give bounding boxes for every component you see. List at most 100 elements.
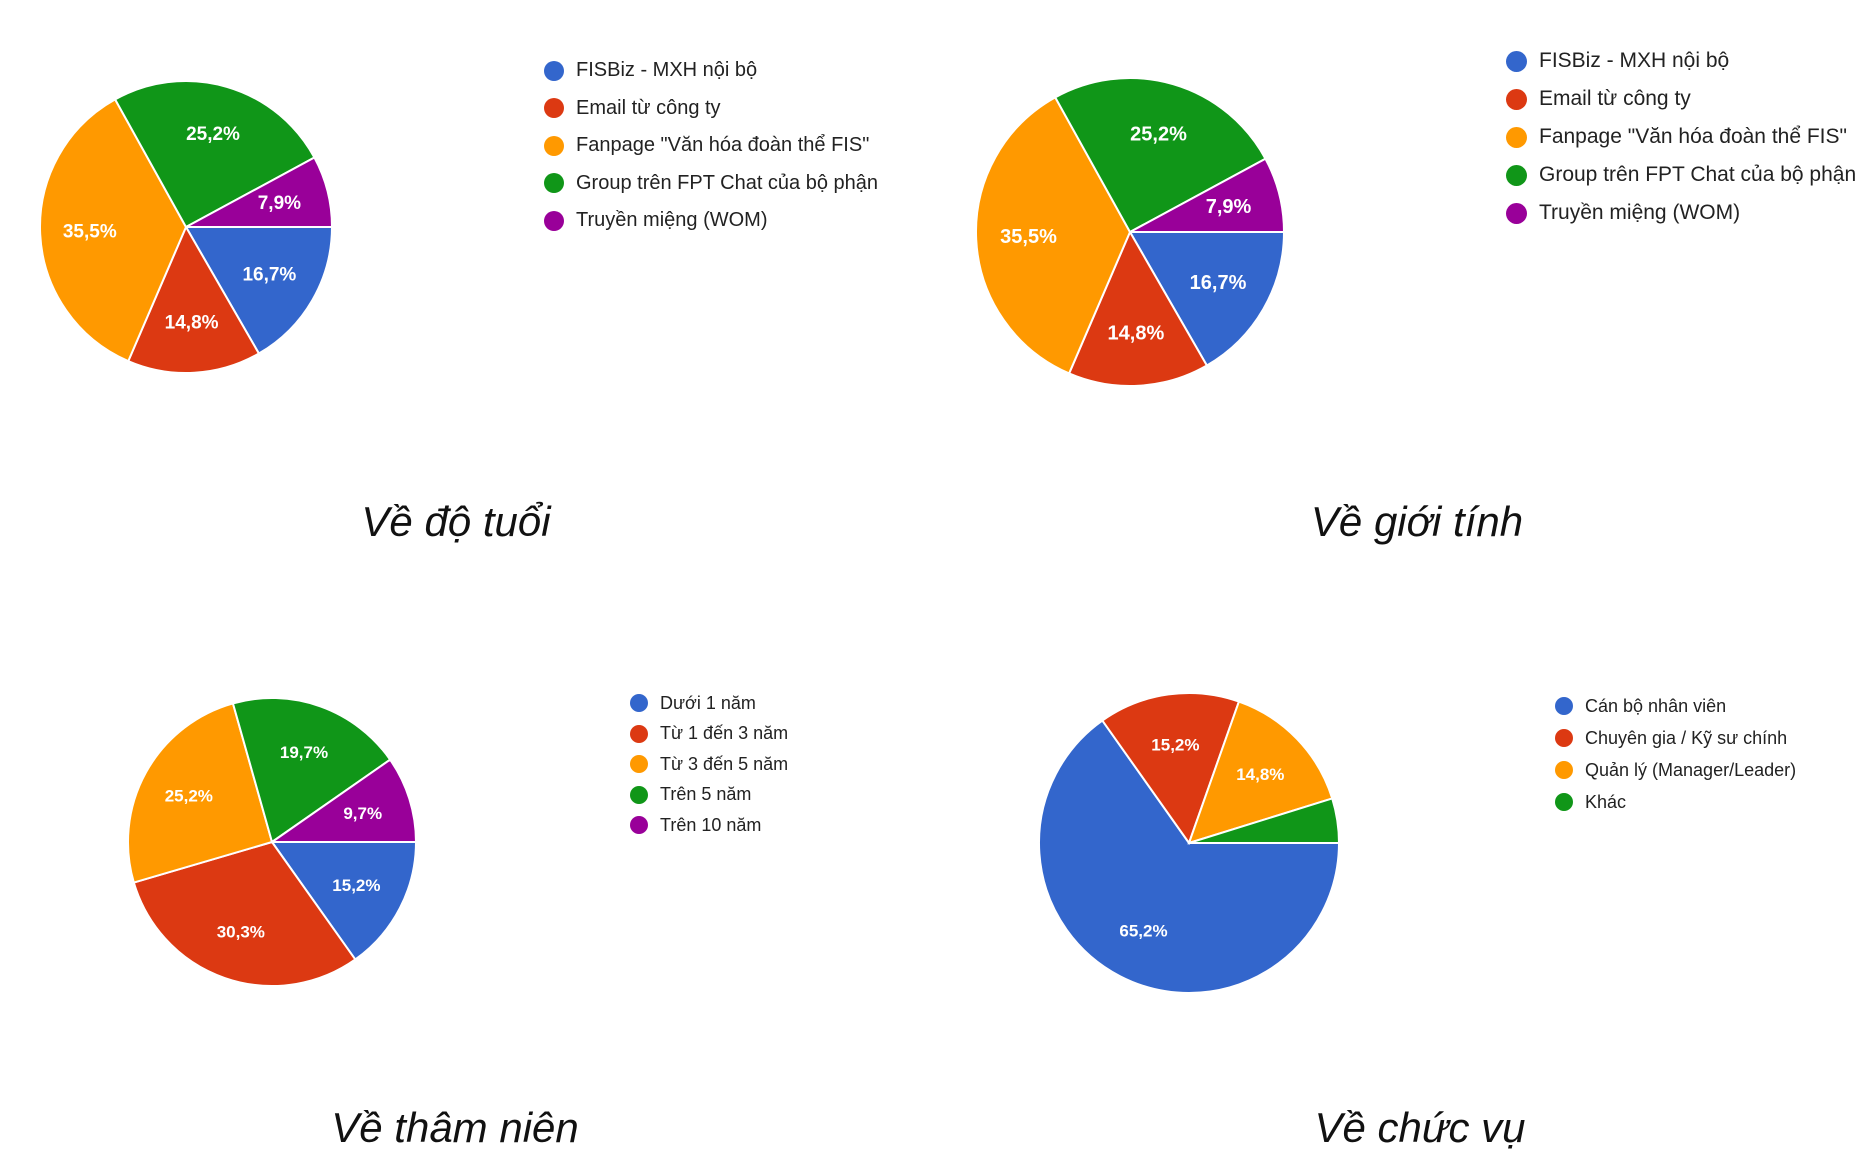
legend-label: Từ 1 đến 3 năm [660,723,789,744]
legend-label: Khác [1585,791,1627,812]
pie-slice-seniority-3 [127,702,274,884]
caption-position: Về chức vụ [1314,1104,1526,1151]
legend-item-seniority-5: Trên 10 năm [630,810,788,841]
pie-slice-position-1 [1038,719,1341,994]
slice-label-seniority-4: 19,7% [280,743,328,762]
legend-item-age-4: Group trên FPT Chat của bộ phận [544,165,878,203]
legend-dot-icon [630,724,648,743]
slice-label-position-3: 14,8% [1236,765,1284,784]
legend-dot-icon [544,210,564,231]
pie-slice-seniority-4 [231,697,392,844]
legend-item-age-5: Truyền miệng (WOM) [544,202,878,240]
caption-age: Về độ tuổi [361,498,551,545]
legend-dot-icon [1506,50,1527,72]
legend-gender: FISBiz - MXH nội bộ Email từ công ty Fanpa… [1506,42,1856,232]
legend-item-position-4: Khác [1555,786,1796,818]
legend-dot-icon [544,135,564,156]
legend-dot-icon [1555,697,1573,715]
legend-item-age-3: Fanpage "Văn hóa đoàn thể FIS" [544,127,878,165]
legend-item-position-1: Cán bộ nhân viên [1555,690,1796,722]
legend-label: Email từ công ty [1539,87,1691,110]
slice-label-age-4: 25,2% [186,124,240,145]
pie-chart-seniority: 15,2% 30,3% 25,2% 19,7% 9,7% [127,697,418,987]
pie-slice-age-5 [185,156,334,228]
pie-slice-gender-2 [1067,229,1209,387]
pie-slice-position-2 [1100,692,1241,846]
slice-label-age-1: 16,7% [242,265,296,286]
legend-dot-icon [1555,729,1573,747]
slice-label-seniority-5: 9,7% [343,804,382,823]
chart-panel-gender: 16,7% 14,8% 35,5% 25,2% 7,9% FISBiz - MXH nộ… [933,0,1866,586]
legend-label: Chuyên gia / Kỹ sư chính [1585,727,1788,748]
pie-slice-seniority-5 [268,758,418,843]
chart-panel-age: 16,7% 14,8% 35,5% 25,2% 7,9% FISBiz - MXH nộ… [0,0,933,586]
legend-label: FISBiz - MXH nội bộ [1539,49,1730,72]
legend-label: Cán bộ nhân viên [1585,695,1727,716]
legend-label: Trên 5 năm [660,784,752,805]
legend-dot-icon [1506,202,1527,224]
legend-position: Cán bộ nhân viên Chuyên gia / Kỹ sư chính… [1555,690,1796,818]
legend-item-age-2: Email từ công ty [544,90,878,128]
legend-dot-icon [1506,126,1527,148]
slice-label-age-5: 7,9% [258,193,301,214]
legend-item-gender-5: Truyền miệng (WOM) [1506,194,1856,232]
legend-label: FISBiz - MXH nội bộ [576,59,758,82]
legend-item-position-3: Quản lý (Manager/Leader) [1555,754,1796,786]
slice-label-gender-4: 25,2% [1130,123,1187,145]
legend-item-gender-3: Fanpage "Văn hóa đoàn thể FIS" [1506,118,1856,156]
legend-label: Truyền miệng (WOM) [576,209,768,232]
legend-dot-icon [1506,164,1527,186]
pie-slice-age-1 [184,226,334,355]
caption-seniority: Về thâm niên [331,1104,579,1151]
chart-panel-seniority: 15,2% 30,3% 25,2% 19,7% 9,7% Dưới 1 năm Từ 1 … [0,586,933,1172]
legend-dot-icon [630,785,648,804]
legend-item-gender-4: Group trên FPT Chat của bộ phận [1506,156,1856,194]
legend-label: Quản lý (Manager/Leader) [1585,759,1797,780]
pie-slice-age-3 [39,97,188,363]
pie-slice-age-2 [126,224,261,374]
chart-panel-position: 65,2% 15,2% 14,8% Cán bộ nhân viên Chuyên g… [933,586,1866,1172]
legend-label: Truyền miệng (WOM) [1539,201,1741,224]
legend-label: Email từ công ty [576,96,721,119]
pie-chart-gender: 16,7% 14,8% 35,5% 25,2% 7,9% [975,77,1286,387]
legend-item-gender-2: Email từ công ty [1506,80,1856,118]
legend-label: Dưới 1 năm [660,692,756,713]
legend-item-seniority-2: Từ 1 đến 3 năm [630,719,788,750]
pie-slice-position-3 [1187,700,1334,845]
legend-item-seniority-3: Từ 3 đến 5 năm [630,749,788,780]
legend-label: Từ 3 đến 5 năm [660,753,789,774]
legend-dot-icon [544,60,564,81]
legend-item-position-2: Chuyên gia / Kỹ sư chính [1555,722,1796,754]
pie-slice-seniority-2 [132,840,357,987]
legend-seniority: Dưới 1 năm Từ 1 đến 3 năm Từ 3 đến 5 năm Tr… [630,688,788,841]
pie-slice-age-4 [113,80,316,229]
pie-slice-gender-4 [1053,77,1267,234]
slice-label-seniority-2: 30,3% [217,922,265,941]
pie-chart-age: 16,7% 14,8% 35,5% 25,2% 7,9% [39,80,334,374]
slice-label-seniority-1: 15,2% [332,876,380,895]
legend-label: Group trên FPT Chat của bộ phận [1539,163,1857,186]
legend-dot-icon [1506,88,1527,110]
slice-label-position-1: 65,2% [1119,921,1167,940]
slice-label-gender-3: 35,5% [1000,226,1057,248]
legend-item-seniority-1: Dưới 1 năm [630,688,788,719]
slice-label-gender-1: 16,7% [1190,272,1247,294]
legend-dot-icon [1555,761,1573,779]
slice-label-position-2: 15,2% [1151,735,1199,754]
slice-label-seniority-3: 25,2% [165,787,213,806]
legend-dot-icon [630,694,648,713]
slice-label-gender-2: 14,8% [1108,323,1165,345]
slice-label-age-2: 14,8% [165,313,219,334]
slice-label-age-3: 35,5% [63,221,117,242]
pie-chart-position: 65,2% 15,2% 14,8% [1038,692,1341,994]
pie-slice-gender-3 [975,95,1132,375]
legend-label: Fanpage "Văn hóa đoàn thể FIS" [576,134,870,157]
slice-label-gender-5: 7,9% [1206,196,1252,218]
legend-label: Group trên FPT Chat của bộ phận [576,171,879,194]
legend-dot-icon [630,755,648,774]
legend-label: Fanpage "Văn hóa đoàn thể FIS" [1539,125,1847,148]
pie-slice-gender-5 [1129,157,1286,233]
legend-dot-icon [544,98,564,119]
legend-age: FISBiz - MXH nội bộ Email từ công ty Fanpa… [544,52,878,240]
legend-item-seniority-4: Trên 5 năm [630,780,788,811]
